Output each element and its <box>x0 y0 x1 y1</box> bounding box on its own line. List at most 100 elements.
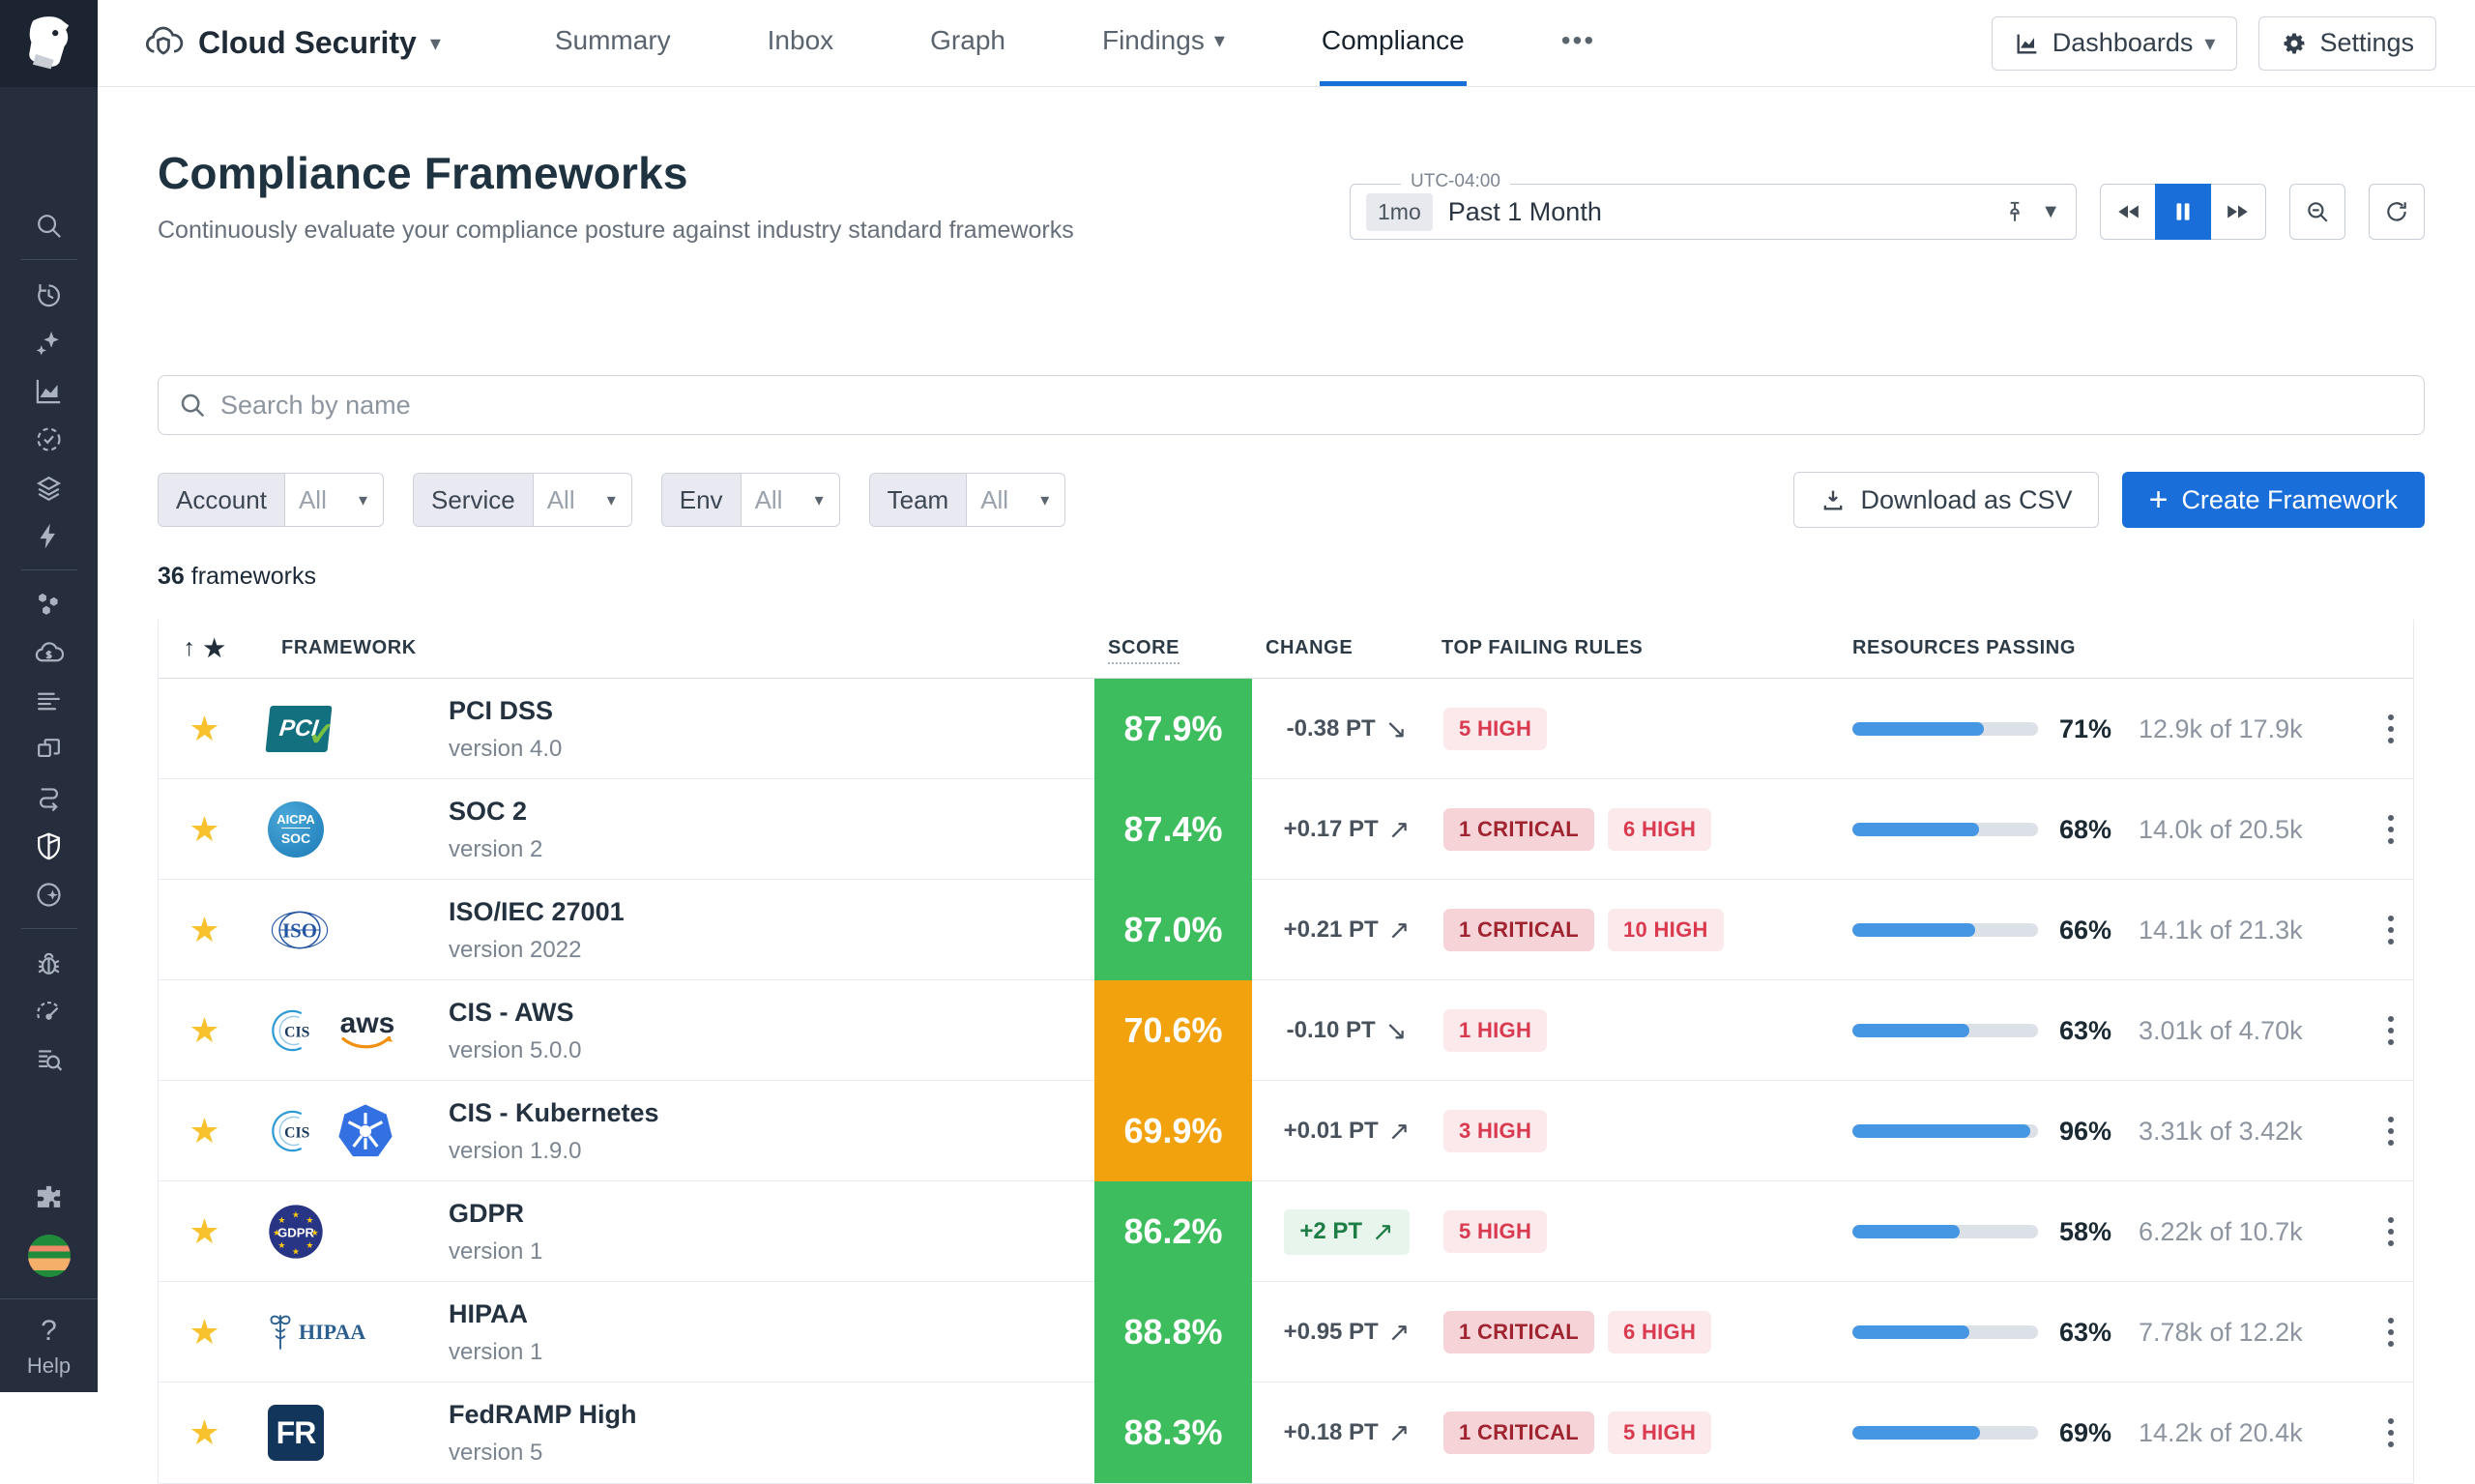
pause-button[interactable] <box>2155 184 2211 240</box>
row-menu-kebab[interactable] <box>2380 1008 2402 1053</box>
tab-graph[interactable]: Graph <box>930 25 1005 55</box>
sidebar-item-metrics-chart[interactable] <box>0 366 98 415</box>
pin-icon[interactable] <box>2002 199 2027 224</box>
forward-button[interactable] <box>2210 184 2266 240</box>
favorite-star-icon[interactable]: ★ <box>189 1211 220 1251</box>
framework-logo: AICPA SOC <box>250 801 449 858</box>
table-row[interactable]: ★ AICPA SOC SOC 2 version 2 87.4% +0.17 P… <box>159 779 2413 880</box>
sidebar-item-recent-history[interactable] <box>0 270 98 318</box>
table-row[interactable]: ★ CIS aws CIS - AWS version 5.0.0 70.6% -… <box>159 980 2413 1081</box>
sidebar-item-cloud-cost[interactable] <box>0 628 98 677</box>
user-avatar[interactable] <box>27 1235 71 1277</box>
time-playback-group <box>2100 184 2266 240</box>
failing-rules-cell: 5 HIGH <box>1441 1210 1852 1253</box>
table-row[interactable]: ★ HIPAA HIPAA version 1 88.8% +0.95 PT ↗ … <box>159 1282 2413 1382</box>
framework-name: CIS - Kubernetes <box>449 1097 659 1127</box>
sidebar-item-workflows[interactable] <box>0 773 98 822</box>
refresh-button[interactable] <box>2369 184 2425 240</box>
sort-ascending-icon[interactable]: ↑ <box>183 634 196 661</box>
favorites-filter-star-icon[interactable]: ★ <box>203 634 226 662</box>
row-menu-kebab[interactable] <box>2380 1411 2402 1455</box>
severity-badge-high[interactable]: 6 HIGH <box>1608 1311 1712 1353</box>
sidebar-item-log-search[interactable] <box>0 1035 98 1084</box>
severity-badge-high[interactable]: 10 HIGH <box>1608 909 1724 951</box>
column-change[interactable]: CHANGE <box>1266 637 1354 658</box>
severity-badge-critical[interactable]: 1 CRITICAL <box>1443 1411 1594 1454</box>
filter-env[interactable]: Env All ▾ <box>660 473 840 527</box>
rewind-button[interactable] <box>2100 184 2156 240</box>
search-input[interactable] <box>220 390 2404 421</box>
chevron-down-icon[interactable]: ▼ <box>2041 200 2060 222</box>
table-row[interactable]: ★ FR FedRAMP High version 5 88.3% +0.18 … <box>159 1382 2413 1483</box>
download-csv-button[interactable]: Download as CSV <box>1793 472 2099 528</box>
sidebar-item-logs[interactable] <box>0 677 98 725</box>
severity-badge-high[interactable]: 6 HIGH <box>1608 808 1712 851</box>
sidebar-item-apps[interactable] <box>0 725 98 773</box>
sidebar-item-search[interactable] <box>0 201 98 249</box>
favorite-star-icon[interactable]: ★ <box>189 1010 220 1050</box>
datadog-logo[interactable] <box>0 0 98 87</box>
table-row[interactable]: ★ CIS CIS - Kubernetes version 1.9.0 69.… <box>159 1081 2413 1181</box>
dashboards-chart-icon <box>2017 34 2037 53</box>
tab-findings[interactable]: Findings ▾ <box>1101 25 1225 55</box>
column-top-failing-rules[interactable]: TOP FAILING RULES <box>1441 637 1644 658</box>
favorite-star-icon[interactable]: ★ <box>189 1312 220 1352</box>
refresh-icon <box>2387 202 2406 221</box>
severity-badge-high[interactable]: 5 HIGH <box>1608 1411 1712 1454</box>
sidebar-item-lightning[interactable] <box>0 511 98 560</box>
help-button[interactable]: ? Help <box>0 1298 98 1392</box>
zoom-out-button[interactable] <box>2289 184 2345 240</box>
resources-percent: 69% <box>2059 1417 2112 1447</box>
sidebar-item-security-shield-active[interactable] <box>0 822 98 870</box>
favorite-star-icon[interactable]: ★ <box>189 1412 220 1452</box>
table-row[interactable]: ★ GDPR ★ ★ ★ ★ ★ ★ ★ ★ GDPR version 1 86.2% +2 P… <box>159 1181 2413 1282</box>
filter-account[interactable]: Account All ▾ <box>158 473 384 527</box>
sidebar-item-service-check[interactable] <box>0 415 98 463</box>
severity-badge-critical[interactable]: 1 CRITICAL <box>1443 808 1594 851</box>
tab-summary[interactable]: Summary <box>554 25 671 55</box>
framework-search[interactable] <box>158 375 2425 435</box>
sidebar-item-integrations-hex[interactable] <box>0 580 98 628</box>
sidebar-item-bug[interactable] <box>0 939 98 987</box>
table-row[interactable]: ★ ISO ISO/IEC 27001 version 2022 87.0% +… <box>159 880 2413 980</box>
row-menu-kebab[interactable] <box>2380 1109 2402 1153</box>
sidebar-item-layers[interactable] <box>0 463 98 511</box>
filter-service[interactable]: Service All ▾ <box>413 473 632 527</box>
severity-badge-critical[interactable]: 1 CRITICAL <box>1443 1311 1594 1353</box>
framework-name: GDPR <box>449 1198 525 1228</box>
sidebar-item-performance-gauge[interactable] <box>0 987 98 1035</box>
time-range-selector[interactable]: UTC-04:00 1mo Past 1 Month ▼ <box>1350 171 2077 240</box>
integrations-puzzle-icon[interactable] <box>0 1173 98 1221</box>
table-row[interactable]: ★ PCI ✓ PCI DSS version 4.0 87.9% -0.38 P… <box>159 679 2413 779</box>
search-icon <box>181 393 205 418</box>
row-menu-kebab[interactable] <box>2380 707 2402 751</box>
severity-badge-high[interactable]: 3 HIGH <box>1443 1110 1548 1152</box>
column-score[interactable]: SCORE <box>1094 637 1252 664</box>
row-menu-kebab[interactable] <box>2380 1310 2402 1354</box>
sidebar-item-watchdog[interactable] <box>0 870 98 918</box>
filter-team[interactable]: Team All ▾ <box>868 473 1066 527</box>
tab-inbox[interactable]: Inbox <box>767 25 834 55</box>
severity-badge-critical[interactable]: 1 CRITICAL <box>1443 909 1594 951</box>
column-resources-passing[interactable]: RESOURCES PASSING <box>1852 637 2076 658</box>
dashboards-button[interactable]: Dashboards ▾ <box>1991 15 2238 71</box>
row-menu-kebab[interactable] <box>2380 908 2402 952</box>
favorite-star-icon[interactable]: ★ <box>189 709 220 748</box>
favorite-star-icon[interactable]: ★ <box>189 1111 220 1150</box>
column-framework[interactable]: FRAMEWORK <box>281 637 417 658</box>
tab-compliance[interactable]: Compliance <box>1319 0 1467 86</box>
severity-badge-high[interactable]: 5 HIGH <box>1443 708 1548 750</box>
favorite-star-icon[interactable]: ★ <box>189 809 220 849</box>
create-framework-button[interactable]: + Create Framework <box>2121 472 2425 528</box>
row-menu-kebab[interactable] <box>2380 1209 2402 1254</box>
pause-icon <box>2176 203 2190 220</box>
severity-badge-high[interactable]: 1 HIGH <box>1443 1009 1548 1052</box>
sidebar-item-ai-sparkles[interactable] <box>0 318 98 366</box>
app-switcher[interactable]: Cloud Security ▾ <box>142 0 441 86</box>
favorite-star-icon[interactable]: ★ <box>189 910 220 949</box>
trend-up-arrow-icon: ↗ <box>1387 915 1411 945</box>
tab-overflow-menu[interactable]: ••• <box>1560 25 1596 55</box>
row-menu-kebab[interactable] <box>2380 807 2402 852</box>
severity-badge-high[interactable]: 5 HIGH <box>1443 1210 1548 1253</box>
settings-button[interactable]: Settings <box>2258 15 2436 71</box>
